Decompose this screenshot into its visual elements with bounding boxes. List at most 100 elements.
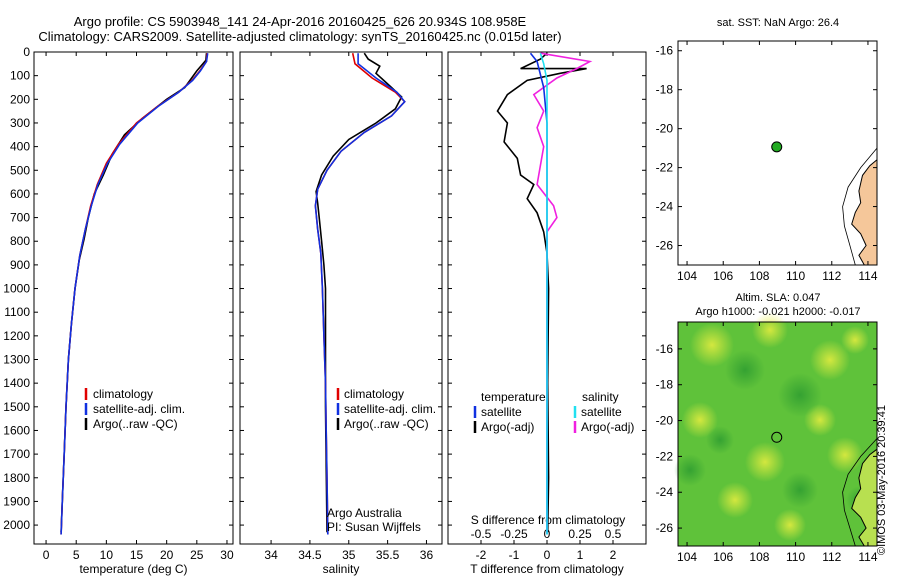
sla-low-patch <box>674 454 706 486</box>
legend-label: satellite-adj. clim. <box>344 402 436 416</box>
x-tick-label: 0 <box>43 548 50 562</box>
sla-high-patch <box>774 509 806 541</box>
x-tick-label: 110 <box>786 269 805 283</box>
y-tick-label: 300 <box>10 116 30 130</box>
sla-high-patch <box>717 482 753 518</box>
x-tick-label: 15 <box>130 548 144 562</box>
annotation-institution: Argo Australia <box>327 506 402 520</box>
x-tick-label: 10 <box>100 548 114 562</box>
sla-map-panel: 104 106 108 110 112 114 -16 -18 -20 -22 -24 -26 Alti… <box>656 292 878 564</box>
argo-position-marker <box>771 431 783 443</box>
y-tick-label: -18 <box>656 83 674 97</box>
y-tick-label: -26 <box>656 239 674 253</box>
x2-tick-label: 0.25 <box>568 527 592 541</box>
x-tick-label: 35 <box>342 548 356 562</box>
x-tick-label: 34.5 <box>298 548 322 562</box>
y-tick-label: -20 <box>656 122 674 136</box>
legend-label: Argo(-adj) <box>481 420 534 434</box>
legend-label: salinity <box>582 390 619 404</box>
sla-high-patch <box>682 402 718 438</box>
y-tick-label: -24 <box>656 200 674 214</box>
legend-label: climatology <box>344 387 404 401</box>
y-tick-label: 1800 <box>3 471 30 485</box>
x-tick-label: 106 <box>713 550 733 564</box>
sla-high-patch <box>690 323 734 367</box>
legend-label: satellite <box>581 405 622 419</box>
y-tick-label: 900 <box>10 258 30 272</box>
legend-label: Argo(..raw -QC) <box>344 417 429 431</box>
y-tick-label: 1700 <box>3 447 30 461</box>
y-tick-label: 400 <box>10 140 30 154</box>
bathymetry-contour <box>842 438 878 547</box>
map-title: sat. SST: NaN Argo: 26.4 <box>717 17 839 29</box>
salinity-panel: 34 34.5 35 35.5 36 salinity climatologysatelli… <box>239 51 443 576</box>
y-tick-label: -20 <box>656 414 674 428</box>
x-tick-label: 34 <box>264 548 278 562</box>
x-axis-label: salinity <box>323 562 360 576</box>
y-tick-label: 1600 <box>3 423 30 437</box>
profile-title: Argo profile: CS 5903948_141 24-Apr-2016… <box>73 14 527 29</box>
y-tick-label: -22 <box>656 449 674 463</box>
map-background <box>678 41 877 265</box>
x-tick-label: 108 <box>749 550 769 564</box>
x-tick-label: 114 <box>858 550 877 564</box>
timestamp: ©IMOS 03-May-2016 20:39:41 <box>876 405 888 555</box>
series-satellite-adj <box>314 53 406 535</box>
x-tick-label: 114 <box>858 269 877 283</box>
climatology-title: Climatology: CARS2009. Satellite-adjuste… <box>38 29 562 44</box>
x-tick-label: 36 <box>420 548 434 562</box>
y-tick-label: 800 <box>10 234 30 248</box>
difference-panel: -2 -1 0 1 2T difference from climatology -0.5… <box>447 51 647 576</box>
sla-low-patch <box>782 472 818 508</box>
series-temp-argo <box>496 52 587 533</box>
x-tick-label: 2 <box>610 548 617 562</box>
legend-label: Argo(..raw -QC) <box>93 417 178 431</box>
x-tick-label: 25 <box>190 548 204 562</box>
legend-label: climatology <box>93 387 153 401</box>
y-tick-label: 700 <box>10 211 30 225</box>
y-tick-label: 1400 <box>3 376 30 390</box>
x-tick-label: 112 <box>822 550 841 564</box>
annotation-pi: PI: Susan Wijffels <box>327 520 421 534</box>
map-subtitle: Argo h1000: -0.021 h2000: -0.017 <box>695 306 860 318</box>
x-tick-label: -2 <box>476 548 487 562</box>
x-tick-label: 1 <box>577 548 584 562</box>
map-frame <box>677 321 878 547</box>
x-tick-label: -1 <box>509 548 520 562</box>
sla-low-patch <box>778 373 822 417</box>
y-tick-label: 1500 <box>3 400 30 414</box>
x-tick-label: 20 <box>160 548 174 562</box>
sla-high-patch <box>810 340 850 380</box>
y-tick-label: 600 <box>10 187 30 201</box>
x2-tick-label: 0.5 <box>605 527 622 541</box>
y-tick-label: -16 <box>656 44 674 58</box>
plot-frame <box>239 51 443 545</box>
y-tick-label: 1200 <box>3 329 30 343</box>
argo-position-marker <box>771 141 783 153</box>
x-axis-label: temperature (deg C) <box>79 562 187 576</box>
series-satellite-adj <box>60 53 209 535</box>
sst-map-panel: 104 106 108 110 112 114 -16 -18 -20 -22 -24 -26 sat.… <box>656 17 878 283</box>
x-tick-label: 110 <box>786 550 805 564</box>
y-tick-label: 1100 <box>4 305 30 319</box>
series-sal-satellite <box>539 52 548 535</box>
sla-high-patch <box>827 437 863 473</box>
x-tick-label: 112 <box>822 269 841 283</box>
plot-frame <box>33 51 234 545</box>
y-tick-label: 0 <box>23 45 30 59</box>
legend-label: temperature <box>481 390 546 404</box>
map-title: Altim. SLA: 0.047 <box>736 292 821 304</box>
x-tick-label: 5 <box>73 548 80 562</box>
x-axis-label: T difference from climatology <box>470 562 624 576</box>
series-argo <box>315 52 403 533</box>
y-tick-label: -24 <box>656 485 674 499</box>
y-tick-label: 1300 <box>3 353 30 367</box>
map-frame <box>677 40 878 266</box>
x-tick-label: 108 <box>749 269 769 283</box>
legend-label: satellite <box>481 405 522 419</box>
x-tick-label: 106 <box>713 269 733 283</box>
y-tick-label: 500 <box>10 163 30 177</box>
y-tick-label: 1000 <box>3 282 30 296</box>
bathymetry-contour <box>842 147 878 266</box>
y-tick-label: -26 <box>656 521 674 535</box>
